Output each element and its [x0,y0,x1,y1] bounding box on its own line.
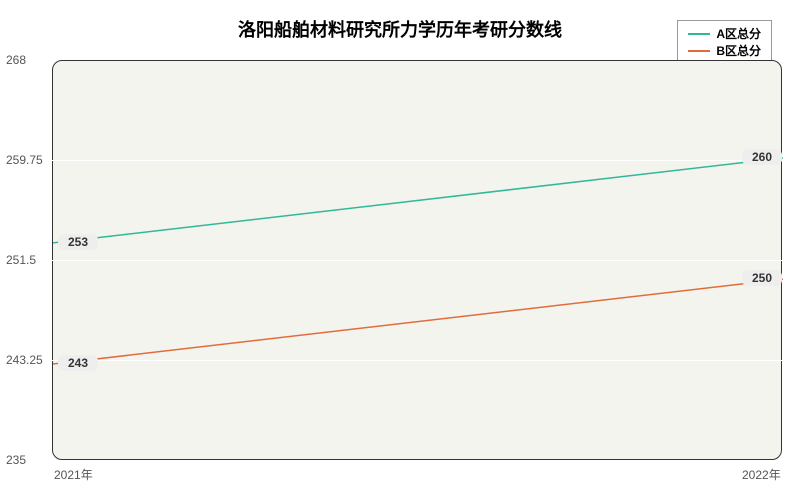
y-axis-tick: 235 [6,453,26,467]
line-chart: 洛阳船舶材料研究所力学历年考研分数线 A区总分 B区总分 235243.2525… [0,0,800,500]
legend-item: B区总分 [688,42,761,59]
gridline [52,360,782,361]
legend-item: A区总分 [688,25,761,42]
legend-swatch-icon [688,50,710,52]
series-line [53,279,783,364]
lines-svg [53,61,783,461]
legend-swatch-icon [688,33,710,35]
series-line [53,158,783,243]
value-label: 250 [742,270,782,286]
y-axis-tick: 251.5 [6,253,36,267]
gridline [52,260,782,261]
gridline [52,160,782,161]
y-axis-tick: 268 [6,53,26,67]
legend: A区总分 B区总分 [677,20,772,64]
value-label: 260 [742,149,782,165]
legend-label: A区总分 [716,25,761,42]
y-axis-tick: 259.75 [6,153,43,167]
value-label: 253 [58,234,98,250]
y-axis-tick: 243.25 [6,353,43,367]
value-label: 243 [58,355,98,371]
x-axis-tick: 2021年 [54,466,93,483]
x-axis-tick: 2022年 [742,466,781,483]
legend-label: B区总分 [716,42,761,59]
